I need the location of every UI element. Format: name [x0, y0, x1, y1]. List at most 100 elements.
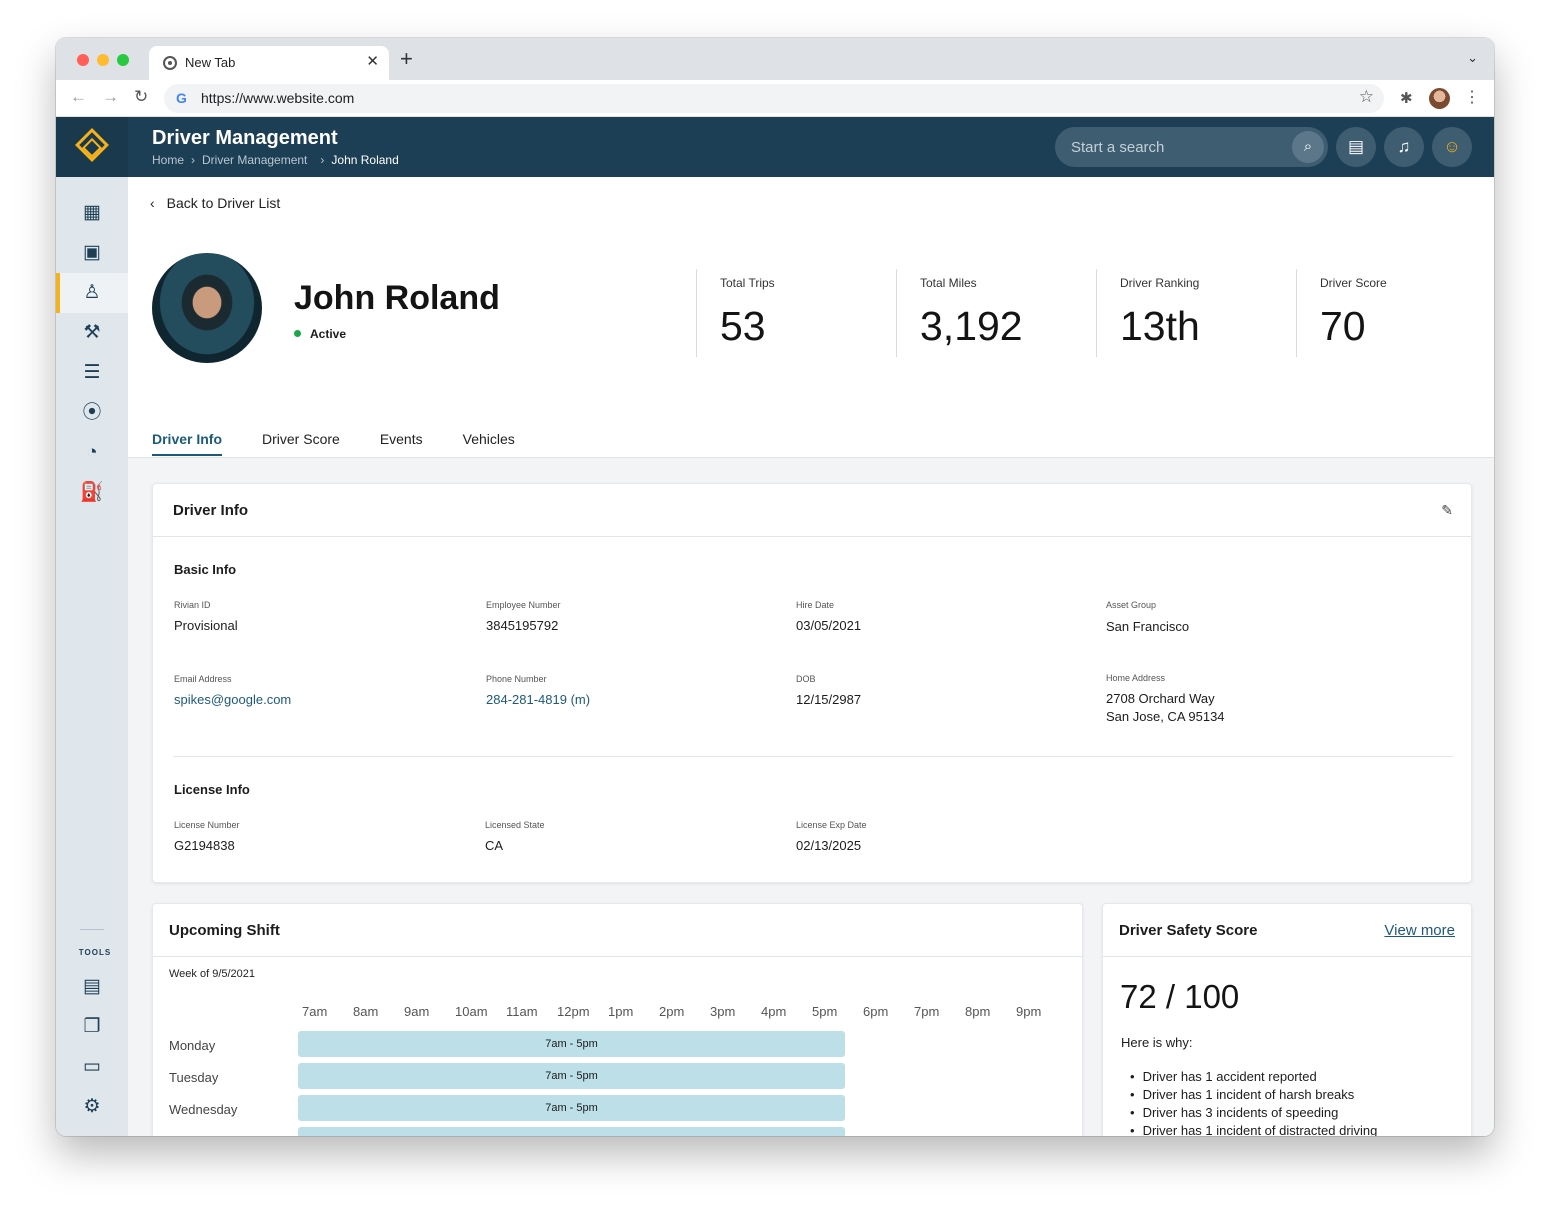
- tab-events[interactable]: Events: [379, 431, 423, 447]
- stat-label: Total Miles: [920, 276, 977, 290]
- columns-icon[interactable]: ≣: [56, 1127, 128, 1136]
- field-label: DOB: [796, 674, 816, 684]
- breadcrumb-driver-management[interactable]: Driver Management: [202, 153, 308, 167]
- list-icon[interactable]: ☰: [83, 362, 101, 383]
- view-more-link[interactable]: View more: [1384, 922, 1455, 939]
- tools-icon[interactable]: ⚒: [83, 322, 101, 343]
- card-title: Upcoming Shift: [169, 922, 280, 939]
- hour-label: 3pm: [710, 1004, 736, 1019]
- sidebar: ▦ ▣ ♙ ⚒ ☰ ⦿ ◔ ⛽ TOOLS ▤ ❐ ▭ ⚙ ≣: [56, 177, 128, 1136]
- bus-icon[interactable]: ▣: [83, 242, 101, 263]
- search-input[interactable]: Start a search ⌕: [1055, 127, 1328, 167]
- page-title: Driver Management: [152, 127, 338, 149]
- field-label: Phone Number: [486, 674, 547, 684]
- edit-pencil-icon[interactable]: ✎: [1441, 502, 1453, 518]
- status-badge: Active: [294, 327, 346, 341]
- logo-container[interactable]: [56, 117, 128, 177]
- driver-header: ‹ Back to Driver List John Roland Active …: [128, 177, 1494, 458]
- browser-tab[interactable]: New Tab ✕: [149, 46, 389, 80]
- signal-icon[interactable]: ⦿: [82, 402, 102, 423]
- email-link[interactable]: spikes@google.com: [174, 692, 292, 707]
- search-placeholder: Start a search: [1071, 139, 1165, 156]
- close-tab-icon[interactable]: ✕: [366, 53, 379, 70]
- copy-icon[interactable]: ❐: [83, 1016, 101, 1037]
- card-title: Driver Info: [173, 502, 249, 519]
- gauge-icon[interactable]: ◔: [86, 442, 98, 463]
- home-address-line2: San Jose, CA 95134: [1106, 709, 1225, 724]
- field-label: License Exp Date: [796, 820, 867, 830]
- back-arrow-icon[interactable]: ←: [70, 87, 87, 106]
- tab-strip: New Tab ✕ + ⌄: [56, 38, 1494, 80]
- tab-driver-info[interactable]: Driver Info: [152, 431, 223, 456]
- messages-icon[interactable]: ▤: [1336, 127, 1376, 167]
- phone-link[interactable]: 284-281-4819 (m): [486, 692, 591, 707]
- driver-avatar: [152, 253, 262, 363]
- section-title: License Info: [174, 782, 250, 797]
- tab-title: New Tab: [185, 55, 236, 70]
- card-icon[interactable]: ▭: [83, 1056, 101, 1077]
- driver-name: John Roland: [294, 279, 500, 317]
- user-profile-icon[interactable]: ☺: [1432, 127, 1472, 167]
- day-label: Monday: [169, 1038, 216, 1053]
- score-reasons-list: Driver has 1 accident reported Driver ha…: [1121, 1068, 1378, 1136]
- settings-icon[interactable]: ⚙: [83, 1096, 101, 1117]
- breadcrumb-home[interactable]: Home: [152, 153, 185, 167]
- dashboard-icon[interactable]: ▦: [83, 202, 101, 223]
- breadcrumb-separator: ›: [320, 153, 325, 167]
- url-text: https://www.website.com: [201, 90, 355, 106]
- chrome-icon: [163, 56, 177, 70]
- list-item: Driver has 3 incidents of speeding: [1121, 1104, 1377, 1122]
- list-item: Driver has 1 accident reported: [1121, 1068, 1377, 1086]
- field-label: Email Address: [174, 674, 232, 684]
- status-text: Active: [310, 327, 347, 341]
- maximize-window-button[interactable]: [117, 54, 129, 66]
- minimize-window-button[interactable]: [97, 54, 109, 66]
- rivian-id-value: Provisional: [174, 618, 238, 633]
- field-label: Asset Group: [1106, 600, 1157, 610]
- driver-safety-score-card: Driver Safety Score View more 72 / 100 H…: [1102, 903, 1472, 1136]
- address-bar[interactable]: G https://www.website.com ☆: [164, 84, 1384, 113]
- tab-vehicles[interactable]: Vehicles: [462, 431, 515, 447]
- reload-icon[interactable]: ↻: [134, 87, 149, 106]
- extensions-icon[interactable]: ✱: [1400, 90, 1413, 107]
- main-content: ‹ Back to Driver List John Roland Active …: [128, 177, 1494, 1136]
- stat-value: 70: [1320, 303, 1366, 349]
- stat-total-trips: Total Trips 53: [696, 269, 896, 357]
- back-label: Back to Driver List: [166, 195, 281, 211]
- shift-bar[interactable]: 7am - 5pm: [298, 1031, 845, 1057]
- new-tab-icon[interactable]: +: [400, 46, 413, 71]
- back-to-list-link[interactable]: ‹ Back to Driver List: [150, 195, 280, 211]
- hour-label: 8am: [353, 1004, 379, 1019]
- shift-bar[interactable]: [298, 1127, 845, 1136]
- document-icon[interactable]: ▤: [83, 976, 101, 997]
- card-header: Driver Info ✎: [153, 484, 1471, 537]
- tab-driver-score[interactable]: Driver Score: [262, 431, 340, 447]
- driver-icon[interactable]: ♙: [56, 273, 128, 313]
- section-title: Basic Info: [174, 562, 237, 577]
- employee-number-value: 3845195792: [486, 618, 559, 633]
- section-divider: [173, 756, 1453, 757]
- license-number-value: G2194838: [174, 838, 235, 853]
- bookmark-star-icon[interactable]: ☆: [1358, 87, 1374, 106]
- hour-label: 7am: [302, 1004, 328, 1019]
- field-label: License Number: [174, 820, 240, 830]
- card-title: Driver Safety Score: [1119, 922, 1258, 939]
- chevron-down-icon[interactable]: ⌄: [1467, 50, 1478, 65]
- shift-bar[interactable]: 7am - 5pm: [298, 1063, 845, 1089]
- hour-label: 1pm: [608, 1004, 634, 1019]
- status-dot: [294, 330, 301, 337]
- shift-bar[interactable]: 7am - 5pm: [298, 1095, 845, 1121]
- bell-icon[interactable]: ♫: [1384, 127, 1424, 167]
- browser-window: New Tab ✕ + ⌄ ← → ↻ G https://www.websit…: [56, 38, 1494, 1136]
- field-label: Home Address: [1106, 673, 1166, 683]
- search-icon[interactable]: ⌕: [1292, 131, 1324, 163]
- kebab-menu-icon[interactable]: ⋮: [1464, 89, 1480, 106]
- hour-label: 7pm: [914, 1004, 940, 1019]
- app-logo-icon: [75, 128, 109, 162]
- forward-arrow-icon[interactable]: →: [102, 87, 119, 106]
- fuel-icon[interactable]: ⛽: [80, 482, 104, 503]
- stat-label: Total Trips: [720, 276, 775, 290]
- hour-label: 4pm: [761, 1004, 787, 1019]
- close-window-button[interactable]: [77, 54, 89, 66]
- browser-profile-avatar[interactable]: [1429, 88, 1450, 109]
